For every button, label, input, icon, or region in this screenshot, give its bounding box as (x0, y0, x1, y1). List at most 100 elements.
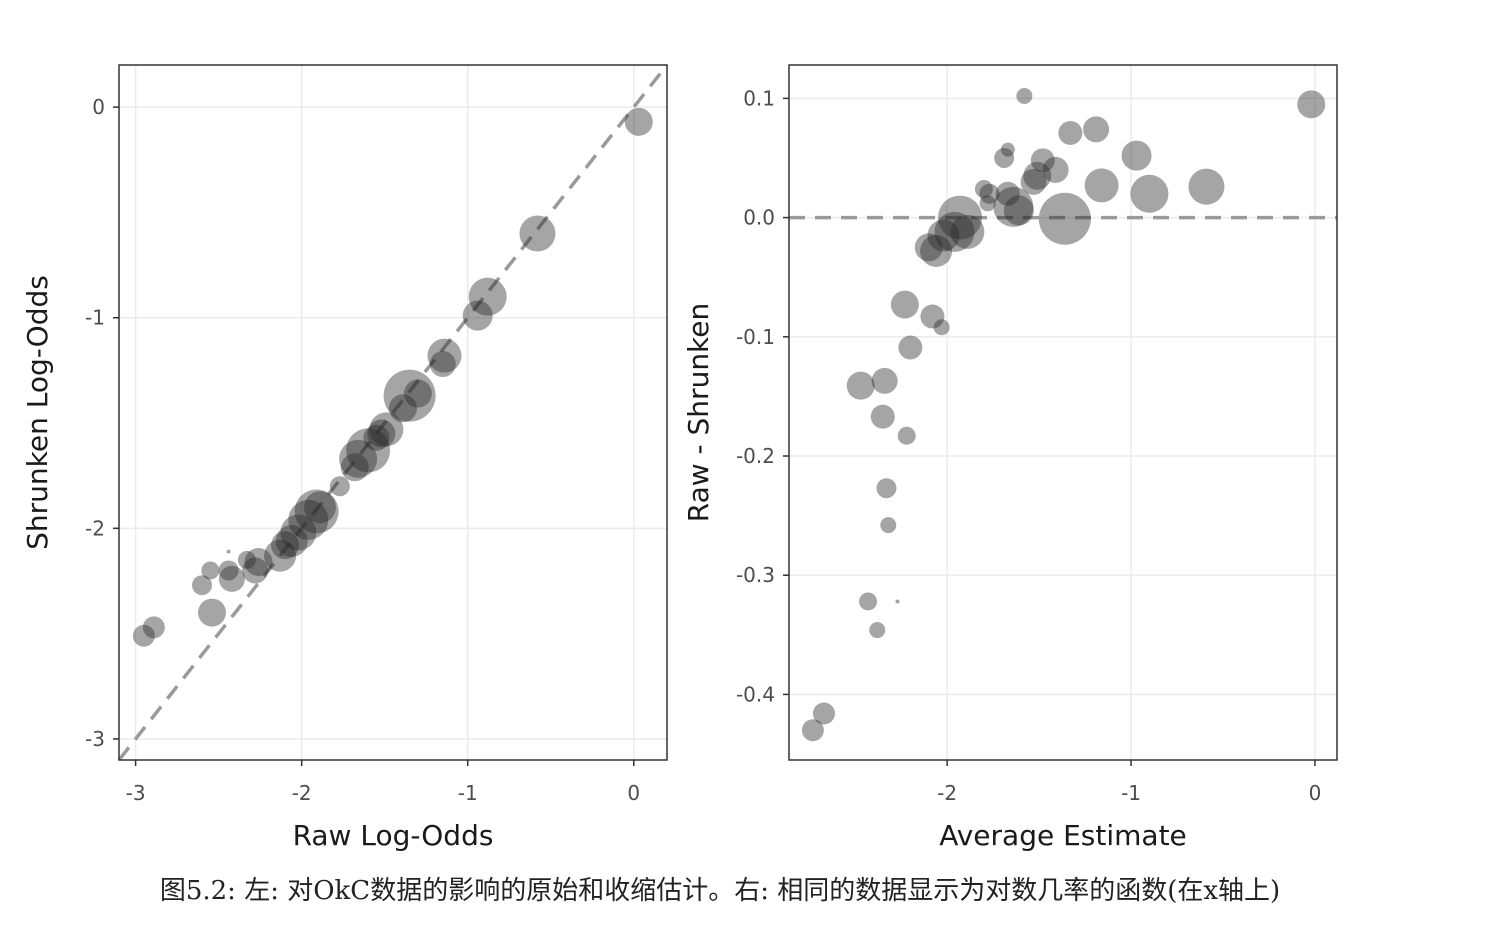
right-point (920, 304, 945, 329)
left-point (275, 524, 308, 557)
left-point (288, 499, 329, 540)
left-point (218, 565, 245, 592)
right-y-axis-title: Raw - Shrunken (682, 303, 715, 523)
right-point (979, 195, 996, 212)
left-point (388, 394, 417, 423)
left-point (197, 598, 226, 627)
left-x-axis-title: Raw Log-Odds (293, 819, 494, 852)
right-point (1023, 161, 1052, 190)
right-point (1084, 168, 1119, 203)
left-point (237, 550, 256, 569)
right-point (812, 702, 835, 725)
left-point (519, 215, 556, 252)
right-point (914, 233, 943, 262)
right-point (934, 211, 975, 252)
figure-caption: 图5.2: 左: 对OkC数据的影响的原始和收缩估计。右: 相同的数据显示为对数… (159, 876, 1281, 906)
left-point (340, 453, 369, 482)
left-point (363, 424, 390, 451)
right-point (1130, 174, 1169, 213)
left-y-tick-label: 0 (92, 95, 105, 119)
right-y-tick-label: -0.1 (736, 325, 775, 349)
left-y-tick-label: -2 (85, 516, 105, 540)
right-point (1083, 116, 1110, 143)
left-point (303, 491, 336, 524)
left-point (142, 616, 165, 639)
right-point (994, 147, 1015, 168)
left-x-tick-label: -3 (126, 781, 146, 805)
right-x-axis-title: Average Estimate (939, 819, 1187, 852)
figure: -3 -2 -1 0 0 -1 -2 -3 Raw Log-Odds Shrunken Log-O… (21, 63, 1338, 852)
left-y-tick-label: -3 (85, 727, 105, 751)
right-point (979, 183, 1000, 204)
left-point (383, 369, 436, 422)
right-x-tick-label: -2 (937, 781, 957, 805)
right-y-tick-label: 0.0 (743, 206, 775, 230)
right-point (871, 367, 898, 394)
right-point (890, 290, 919, 319)
right-point (1038, 192, 1091, 245)
right-point (1121, 140, 1152, 171)
right-point (927, 219, 960, 252)
right-point (859, 592, 878, 611)
right-point (898, 335, 923, 360)
left-point (294, 489, 339, 534)
right-y-tick-label: -0.3 (736, 563, 775, 587)
right-point (1042, 156, 1069, 183)
left-point (226, 549, 231, 554)
left-point (369, 412, 404, 447)
left-panel-border (118, 64, 668, 761)
right-panel-border (788, 64, 1338, 761)
right-point (1016, 87, 1033, 104)
right-point (870, 404, 895, 429)
left-y-tick-label: -1 (85, 306, 105, 330)
right-point (938, 195, 983, 240)
right-point (1188, 168, 1225, 205)
left-point (462, 300, 493, 331)
right-point (933, 319, 950, 336)
right-point (880, 517, 897, 534)
right-point (920, 234, 953, 267)
right-point (1020, 168, 1047, 195)
right-x-tick-label: -1 (1121, 781, 1141, 805)
left-point (346, 428, 391, 473)
right-point (897, 426, 916, 445)
right-x-tick-label: 0 (1309, 781, 1322, 805)
right-point (974, 179, 993, 198)
left-point (367, 419, 396, 448)
left-point (271, 531, 300, 560)
left-point (132, 624, 155, 647)
left-point (468, 277, 507, 316)
left-point (242, 557, 269, 584)
right-point (950, 214, 985, 249)
right-point (876, 478, 897, 499)
right-point (995, 181, 1020, 206)
right-point (895, 599, 900, 604)
left-reference-line (117, 63, 669, 762)
left-point (264, 539, 297, 572)
right-point (846, 371, 875, 400)
right-y-tick-label: 0.1 (743, 86, 775, 110)
left-x-tick-label: -2 (292, 781, 312, 805)
left-x-tick-label: 0 (627, 781, 640, 805)
right-point (801, 719, 824, 742)
left-point (403, 379, 432, 408)
right-point (1000, 142, 1015, 157)
right-point (1003, 195, 1034, 226)
right-point (1297, 90, 1326, 119)
left-point (218, 560, 239, 581)
right-point (1058, 120, 1083, 145)
left-x-tick-label: -1 (458, 781, 478, 805)
left-y-axis-title: Shrunken Log-Odds (21, 275, 54, 550)
left-point (192, 575, 213, 596)
left-point (201, 561, 220, 580)
right-point (869, 622, 886, 639)
right-point (1030, 148, 1055, 173)
left-point (624, 107, 653, 136)
right-y-tick-label: -0.2 (736, 444, 775, 468)
left-point (329, 476, 350, 497)
right-point (993, 186, 1034, 227)
left-point (429, 351, 456, 378)
left-point (339, 439, 378, 478)
left-point (427, 338, 462, 373)
left-point (280, 514, 317, 551)
